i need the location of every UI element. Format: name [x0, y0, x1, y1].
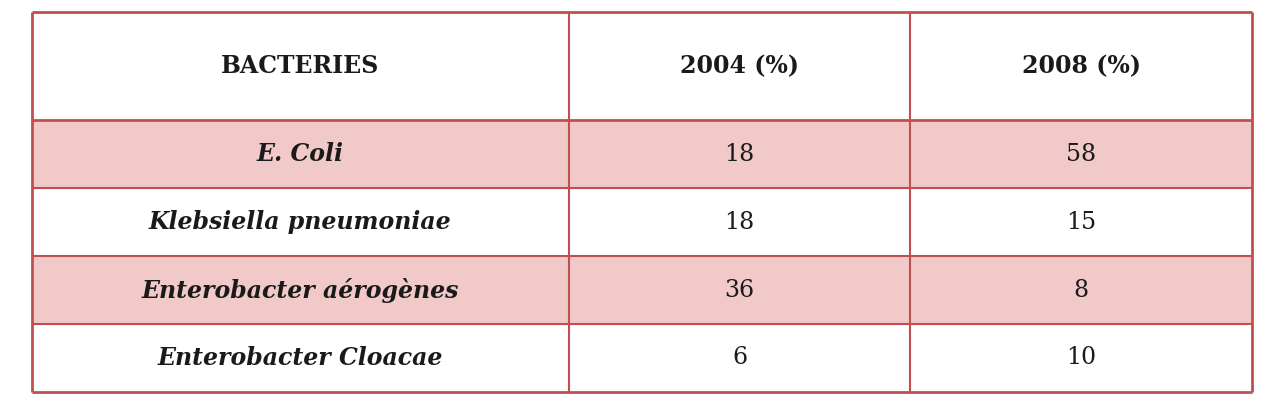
Text: Enterobacter Cloacae: Enterobacter Cloacae: [157, 346, 443, 370]
Text: 18: 18: [724, 143, 755, 166]
Text: 18: 18: [724, 210, 755, 234]
Bar: [910, 188, 1252, 256]
Bar: [568, 324, 910, 392]
Text: 8: 8: [1074, 278, 1088, 301]
Bar: [910, 256, 1252, 324]
Bar: [32, 188, 568, 256]
Text: 36: 36: [724, 278, 755, 301]
Text: BACTERIES: BACTERIES: [221, 54, 379, 78]
Text: 6: 6: [732, 347, 748, 369]
Bar: [910, 12, 1252, 120]
Bar: [568, 12, 910, 120]
Text: 58: 58: [1066, 143, 1096, 166]
Text: Klebsiella pneumoniae: Klebsiella pneumoniae: [148, 210, 452, 234]
Text: 2004 (%): 2004 (%): [680, 54, 799, 78]
Text: E. Coli: E. Coli: [257, 142, 344, 166]
Bar: [568, 188, 910, 256]
Bar: [568, 256, 910, 324]
Bar: [32, 256, 568, 324]
Text: 15: 15: [1066, 210, 1096, 234]
Bar: [32, 120, 568, 188]
Text: 2008 (%): 2008 (%): [1021, 54, 1140, 78]
Bar: [32, 324, 568, 392]
Bar: [32, 12, 568, 120]
Bar: [910, 120, 1252, 188]
Bar: [568, 120, 910, 188]
Bar: [910, 324, 1252, 392]
Text: 10: 10: [1066, 347, 1096, 369]
Text: Enterobacter aérogènes: Enterobacter aérogènes: [142, 278, 460, 303]
